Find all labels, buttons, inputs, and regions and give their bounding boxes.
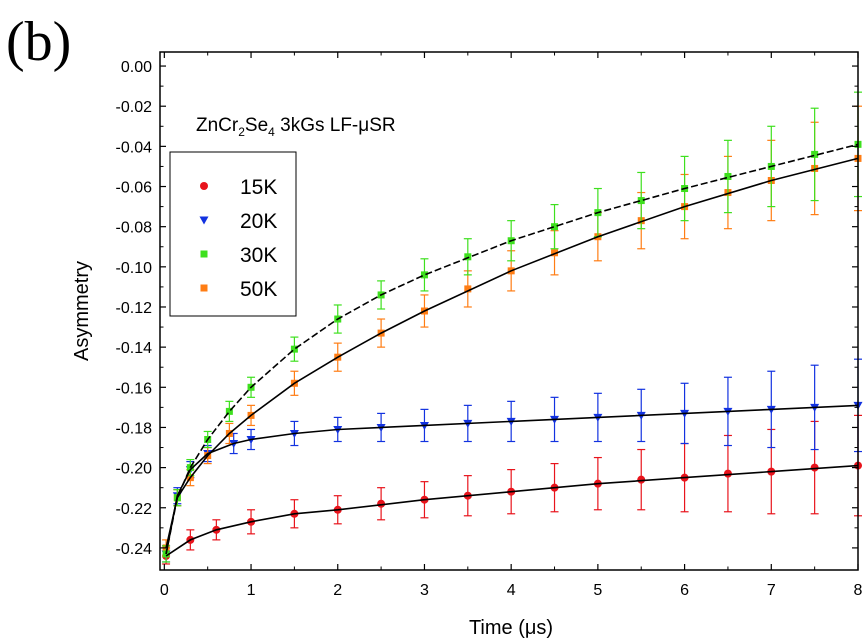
- y-tick-label: 0.00: [121, 59, 152, 76]
- anno-se: Se: [245, 115, 268, 136]
- y-tick-label: -0.16: [116, 380, 153, 397]
- anno-sub-4: 4: [268, 125, 275, 139]
- x-tick-label: 5: [593, 582, 602, 599]
- point-15k: [723, 469, 732, 478]
- legend-marker-30k: [200, 250, 208, 258]
- legend-marker-20k: [199, 216, 209, 225]
- point-30k: [724, 172, 732, 180]
- x-tick-label: 8: [854, 582, 863, 599]
- y-tick-label: -0.22: [116, 501, 153, 518]
- point-30k: [225, 407, 233, 415]
- point-50k: [551, 249, 559, 257]
- point-15k: [810, 463, 819, 472]
- point-30k: [637, 197, 645, 205]
- fit-line-15k: [165, 464, 859, 557]
- point-30k: [551, 223, 559, 231]
- y-tick-label: -0.12: [116, 300, 153, 317]
- y-tick-label: -0.08: [116, 220, 153, 237]
- axis-ticks: 0 1 2 3 4 5 6 7 8 0.00 -0.02 -0.04 -0.06 -0.08 -0.10 -0…: [116, 52, 863, 599]
- y-axis-title: Asymmetry: [71, 261, 93, 361]
- legend-label-15k: 15K: [240, 176, 277, 199]
- x-tick-label: 0: [160, 582, 169, 599]
- point-30k: [162, 550, 170, 558]
- anno-sub-2: 2: [238, 125, 245, 139]
- point-30k: [420, 271, 428, 279]
- legend-marker-15k: [200, 182, 208, 190]
- legend-label-20k: 20K: [240, 210, 277, 233]
- x-axis-title: Time (μs): [469, 617, 553, 639]
- anno-rest: 3kGs LF-μSR: [275, 115, 396, 136]
- point-15k: [637, 475, 646, 484]
- sample-annotation: ZnCr2Se4 3kGs LF-μSR: [196, 115, 396, 139]
- point-30k: [464, 253, 472, 261]
- y-tick-label: -0.10: [116, 260, 153, 277]
- plot-frame: [159, 51, 859, 571]
- point-30k: [290, 345, 298, 353]
- fit-line-20k: [165, 404, 859, 555]
- y-tick-label: -0.24: [116, 541, 153, 558]
- y-tick-label: -0.18: [116, 420, 153, 437]
- y-tick-label: -0.06: [116, 180, 153, 197]
- panel-label: (b): [6, 11, 71, 73]
- y-tick-label: -0.02: [116, 99, 153, 116]
- fit-line-30k: [165, 143, 859, 555]
- fit-lines: [165, 143, 859, 557]
- anno-zncr: ZnCr: [196, 115, 239, 136]
- y-tick-label: -0.04: [116, 139, 153, 156]
- x-tick-label: 2: [333, 582, 342, 599]
- x-tick-label: 4: [507, 582, 516, 599]
- legend-box: [169, 151, 297, 317]
- legend-label-30k: 30K: [240, 244, 277, 267]
- y-tick-label: -0.20: [116, 461, 153, 478]
- x-tick-label: 6: [680, 582, 689, 599]
- fit-line-50k: [165, 157, 859, 549]
- x-tick-label: 1: [247, 582, 256, 599]
- point-30k: [811, 150, 819, 158]
- x-tick-label: 7: [767, 582, 776, 599]
- point-50k: [464, 285, 472, 293]
- x-tick-label: 3: [420, 582, 429, 599]
- y-tick-label: -0.14: [116, 340, 153, 357]
- legend-label-50k: 50K: [240, 278, 277, 301]
- legend: 15K 20K 30K 50K: [169, 151, 297, 317]
- series-20k: [161, 358, 863, 563]
- legend-marker-50k: [200, 284, 208, 292]
